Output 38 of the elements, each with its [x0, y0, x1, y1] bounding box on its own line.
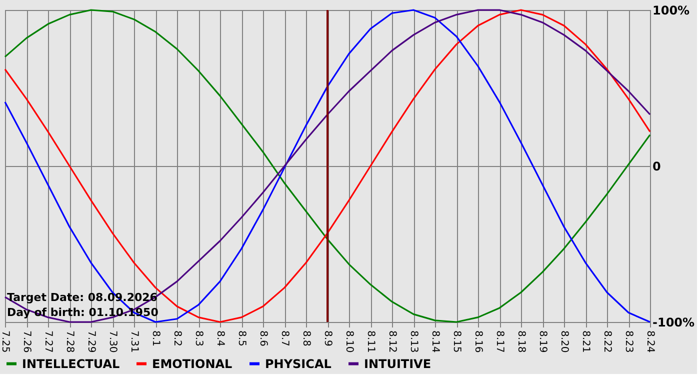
x-tick-label: 7.31 — [128, 330, 140, 353]
x-tick-label: 8.23 — [623, 330, 634, 353]
x-tick-label: 8.6 — [258, 330, 268, 346]
x-tick-label: 7.28 — [64, 330, 75, 353]
y-tick-label: -100% — [652, 316, 695, 330]
x-tick-label: 8.3 — [193, 330, 204, 346]
x-tick-label: 7.25 — [0, 330, 10, 353]
x-tick-label: 7.27 — [42, 330, 54, 353]
x-tick-label: 8.7 — [279, 330, 290, 346]
legend-label: EMOTIONAL — [152, 356, 233, 371]
x-tick-label: 8.12 — [386, 330, 398, 353]
x-tick-label: 8.20 — [558, 330, 570, 353]
x-tick-label: 8.17 — [494, 330, 505, 353]
x-tick-label: 8.11 — [365, 330, 376, 353]
x-tick-label: 8.1 — [150, 330, 161, 346]
x-tick-label: 8.18 — [516, 330, 526, 353]
x-tick-label: 8.10 — [344, 330, 354, 353]
x-tick-label: 8.19 — [537, 330, 548, 353]
x-tick-label: 8.16 — [472, 330, 484, 353]
x-tick-label: 8.13 — [408, 330, 419, 353]
y-tick-label: 0 — [652, 160, 661, 174]
x-tick-label: 8.2 — [172, 330, 182, 346]
x-tick-label: 8.9 — [322, 330, 333, 346]
legend-label: INTELLECTUAL — [22, 356, 120, 371]
x-tick-label: 7.26 — [21, 330, 32, 353]
x-tick-label: 8.21 — [580, 330, 591, 353]
legend-label: INTUITIVE — [364, 356, 432, 371]
x-tick-label: 8.24 — [644, 330, 656, 353]
x-tick-label: 8.15 — [451, 330, 462, 353]
y-tick-label: 100% — [652, 4, 690, 18]
x-tick-label: 8.5 — [236, 330, 247, 346]
x-tick-label: 7.29 — [86, 330, 96, 353]
x-tick-label: 8.4 — [214, 330, 226, 346]
x-tick-label: 8.22 — [602, 330, 612, 353]
x-tick-label: 7.30 — [107, 330, 118, 353]
x-tick-label: 8.8 — [300, 330, 312, 346]
legend-label: PHYSICAL — [265, 356, 332, 371]
x-tick-label: 8.14 — [430, 330, 440, 353]
